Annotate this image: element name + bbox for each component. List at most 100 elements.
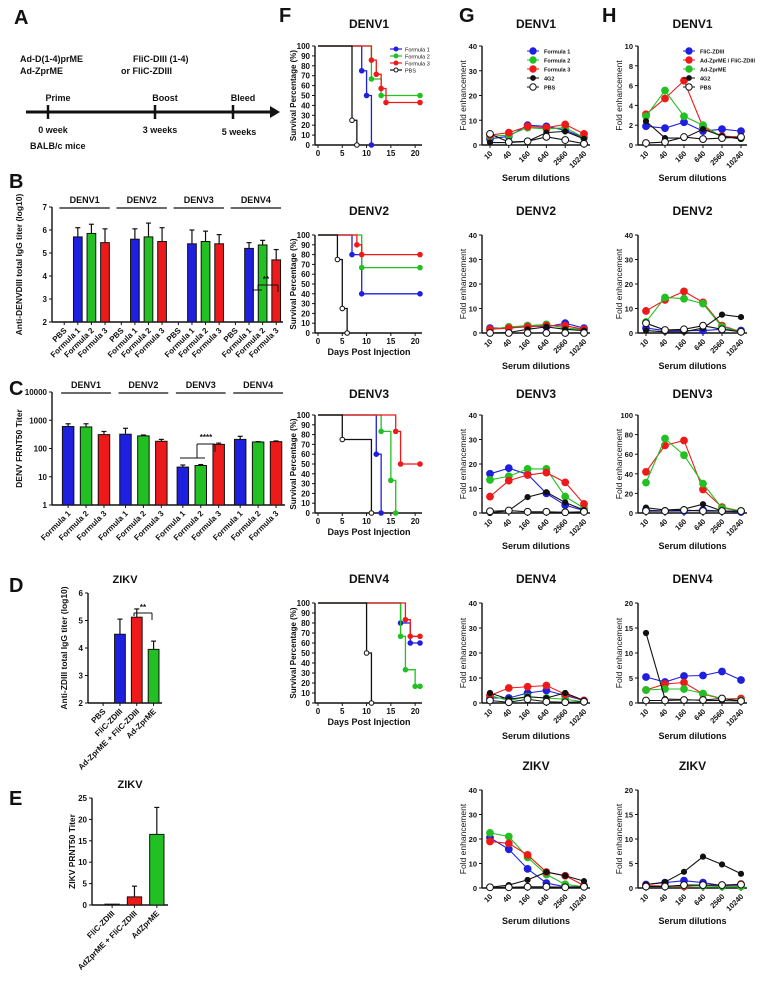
survival-marker <box>363 92 370 99</box>
chart-title: DENV3 <box>349 387 389 401</box>
bar <box>119 433 132 506</box>
data-point <box>642 467 650 476</box>
legend-label: FliC-ZDIII <box>700 50 725 56</box>
data-point <box>504 128 513 137</box>
legend-label: Ad-ZprME <box>700 68 727 74</box>
chart-title: ZIKV <box>117 779 143 791</box>
y-tick-label: 40 <box>625 231 633 240</box>
bar <box>86 232 97 323</box>
chart-title: DENV4 <box>349 572 389 586</box>
data-point <box>680 685 688 693</box>
y-tick-label: 10 <box>301 319 310 328</box>
data-point <box>504 832 513 841</box>
y-tick-label: 30 <box>469 811 477 820</box>
y-tick-label: 90 <box>301 421 310 430</box>
bar <box>269 441 283 506</box>
y-axis-label: Survival Percentage (%) <box>289 238 298 329</box>
y-axis-label: Fold enhancement <box>458 803 468 874</box>
data-point <box>486 837 494 846</box>
data-point <box>699 126 707 133</box>
y-tick-label: 0 <box>473 329 477 338</box>
y-tick-label: 2 <box>629 121 633 130</box>
enhancement-line <box>645 79 742 138</box>
group-label: DENV3 <box>184 195 214 205</box>
data-point <box>523 329 532 337</box>
y-tick-label: 40 <box>301 101 310 110</box>
bar <box>194 465 207 506</box>
survival-marker <box>358 67 365 74</box>
survival-marker <box>392 510 399 516</box>
y-tick-label: 20 <box>625 599 633 608</box>
data-point <box>523 851 532 859</box>
data-point <box>542 329 551 337</box>
bar <box>257 244 268 323</box>
group-label: DENV2 <box>128 380 158 390</box>
y-tick-label: 30 <box>301 669 310 678</box>
y-tick-label: 40 <box>469 599 477 608</box>
survival-marker <box>339 436 346 443</box>
legend-label: 4G2 <box>544 77 554 83</box>
chart-title: DENV3 <box>516 387 556 401</box>
data-point <box>523 137 532 146</box>
survival-marker <box>397 461 404 467</box>
data-point <box>699 507 707 515</box>
y-tick-label: 100 <box>34 445 48 454</box>
y-tick-label: 0 <box>629 329 633 338</box>
x-tick-label: 10 <box>638 707 650 719</box>
y-tick-label: 15 <box>78 837 87 846</box>
enhancement-line <box>645 121 742 132</box>
y-tick-label: 2 <box>43 318 48 327</box>
enhancement-line <box>645 290 742 333</box>
data-point <box>680 868 688 875</box>
data-point <box>699 689 707 698</box>
legend-marker <box>685 65 693 73</box>
chart-title: DENV1 <box>672 17 712 31</box>
x-axis-label: Serum dilutions <box>502 916 570 926</box>
x-tick-label: 160 <box>673 149 688 164</box>
legend-marker <box>530 75 536 81</box>
survival-curve <box>318 602 420 687</box>
legend-label: Formula 3 <box>544 68 570 74</box>
y-tick-label: 20 <box>469 280 477 289</box>
legend-marker <box>529 65 537 73</box>
chart-title: ZIKV <box>522 759 549 773</box>
data-point <box>699 135 707 143</box>
data-point <box>562 499 569 506</box>
data-point <box>661 124 669 133</box>
data-point <box>486 507 494 516</box>
y-tick-label: 20 <box>625 786 633 795</box>
data-point <box>661 326 669 334</box>
x-tick-label: 640 <box>692 149 707 164</box>
data-point <box>737 327 745 336</box>
y-tick-label: 5 <box>629 860 633 869</box>
survival-marker <box>392 428 399 435</box>
y-tick-label: 100 <box>297 42 311 51</box>
data-point <box>661 507 669 515</box>
panel-letter: E <box>9 788 22 810</box>
x-tick-label: 160 <box>517 337 532 352</box>
chart-title: ZIKV <box>679 759 706 773</box>
data-point <box>699 881 707 889</box>
data-point <box>562 872 569 879</box>
prime-vaccine-label: Ad-ZprME <box>20 66 63 76</box>
y-tick-label: 70 <box>301 72 310 81</box>
y-tick-label: 20 <box>301 309 310 318</box>
panel-letter: A <box>14 7 28 29</box>
chart-title: DENV1 <box>349 17 389 31</box>
x-tick-label: 10240 <box>567 149 588 170</box>
enhancement-line <box>645 856 742 886</box>
y-tick-label: 30 <box>625 256 633 265</box>
x-tick-label: 40 <box>657 892 669 904</box>
y-tick-label: 3 <box>79 672 84 681</box>
y-axis-label: Fold enhancement <box>614 60 624 131</box>
y-tick-label: 30 <box>469 256 477 265</box>
y-tick-label: 1 <box>43 501 48 510</box>
x-axis-label: Serum dilutions <box>502 173 570 183</box>
data-point <box>680 451 688 460</box>
data-point <box>504 684 513 692</box>
x-tick-label: 40 <box>501 337 513 349</box>
y-axis-label: Anti-ZDIII total IgG titer (log10) <box>59 586 69 709</box>
bar <box>79 426 93 506</box>
y-axis-label: Fold enhancement <box>614 248 624 319</box>
legend-label: Formula 3 <box>405 62 430 68</box>
